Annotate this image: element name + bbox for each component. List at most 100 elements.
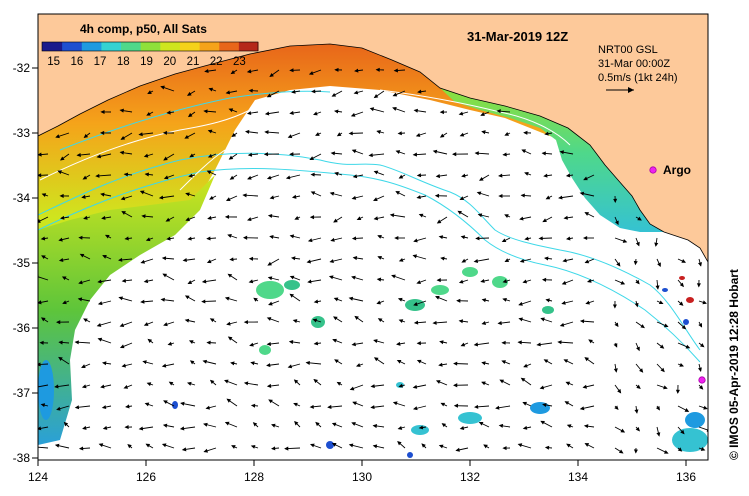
current-arrow-head xyxy=(438,235,444,240)
colorbar-swatch xyxy=(159,42,180,51)
colorbar-swatch xyxy=(81,42,102,51)
current-arrow-head xyxy=(78,280,83,285)
land-australia xyxy=(38,14,708,262)
current-arrow-head xyxy=(101,361,107,366)
current-arrow-head xyxy=(315,132,320,136)
lon-tick-label: 134 xyxy=(568,470,588,484)
current-arrow-head xyxy=(542,218,547,223)
current-arrow-head xyxy=(660,367,665,373)
current-arrow-head xyxy=(614,322,619,328)
current-arrow-head xyxy=(633,449,638,454)
current-arrow-head xyxy=(563,215,568,220)
current-arrow-head xyxy=(473,259,479,264)
current-arrow-head xyxy=(267,261,272,266)
current-arrow-head xyxy=(457,210,462,215)
current-arrow-head xyxy=(287,134,293,139)
current-arrow-head xyxy=(167,341,173,346)
current-arrow-head xyxy=(60,156,65,161)
current-arrow-head xyxy=(207,215,212,220)
current-arrow-head xyxy=(147,338,153,343)
current-arrow-head xyxy=(459,132,465,137)
current-arrow-head xyxy=(252,422,258,427)
current-arrow-head xyxy=(460,235,466,240)
current-arrow-head xyxy=(168,381,174,386)
current-arrow-head xyxy=(264,130,269,135)
current-arrow-head xyxy=(269,72,274,78)
current-arrow-head xyxy=(246,111,252,116)
current-arrow-head xyxy=(98,443,104,448)
current-arrow-head xyxy=(502,152,507,157)
current-arrow-head xyxy=(481,298,487,303)
current-arrow-head xyxy=(227,336,233,341)
current-arrow-head xyxy=(201,299,206,304)
current-arrow-head xyxy=(455,447,460,452)
lat-tick-label: -34 xyxy=(13,191,31,205)
current-arrow-head xyxy=(396,341,401,346)
current-arrow-head xyxy=(558,195,563,200)
current-arrow-head xyxy=(284,446,289,451)
current-arrow-head xyxy=(162,130,167,135)
current-arrow-head xyxy=(354,315,359,320)
current-arrow-head xyxy=(306,259,312,264)
lon-tick-label: 128 xyxy=(244,470,264,484)
current-arrow-head xyxy=(416,195,421,200)
current-arrow-head xyxy=(441,423,447,428)
current-arrow-head xyxy=(327,404,332,409)
current-arrow-head xyxy=(162,423,168,428)
current-arrow-head xyxy=(412,406,418,411)
current-arrow-head xyxy=(288,340,294,345)
current-arrow-head xyxy=(504,132,510,136)
current-arrow-head xyxy=(522,279,528,284)
current-arrow-head xyxy=(517,340,522,345)
current-arrow-head xyxy=(656,432,661,437)
current-arrow-head xyxy=(517,443,523,448)
current-arrow-head xyxy=(617,388,622,394)
current-arrow-head xyxy=(348,131,353,136)
current-arrow-head xyxy=(143,279,149,284)
current-arrow-head xyxy=(349,386,355,391)
current-arrow-head xyxy=(140,259,146,264)
current-arrow-head xyxy=(81,384,87,389)
current-arrow-head xyxy=(294,216,300,220)
current-arrow-head xyxy=(439,133,445,138)
current-arrow-head xyxy=(524,236,529,241)
current-arrow-head xyxy=(250,445,256,449)
current-arrow-head xyxy=(480,112,485,116)
current-arrow-head xyxy=(703,405,708,410)
current-arrow-head xyxy=(331,443,337,447)
current-arrow-head xyxy=(55,134,60,139)
current-arrow-head xyxy=(659,344,665,349)
current-arrow-head xyxy=(285,175,291,180)
current-arrow-head xyxy=(435,174,441,179)
current-arrow-head xyxy=(398,257,404,262)
current-arrow-head xyxy=(127,444,132,449)
current-arrow-head xyxy=(143,322,149,326)
current-arrow-head xyxy=(79,253,85,258)
current-arrow-head xyxy=(331,92,337,97)
current-arrow-head xyxy=(76,152,81,157)
current-arrow-head xyxy=(307,238,313,243)
current-arrow-head xyxy=(348,296,354,301)
current-arrow-head xyxy=(56,406,61,411)
current-arrow-head xyxy=(483,444,488,449)
colorbar-swatch xyxy=(140,42,161,51)
current-arrow-head xyxy=(620,280,626,285)
lon-tick-label: 124 xyxy=(28,470,48,484)
current-arrow-head xyxy=(655,405,660,411)
current-arrow-head xyxy=(289,234,295,239)
current-arrow-head xyxy=(330,151,336,156)
credit-text: © IMOS 05-Apr-2019 12:28 Hobart xyxy=(727,269,741,460)
current-arrow-head xyxy=(640,324,645,329)
argo-marker-2 xyxy=(698,376,706,384)
colorbar-swatch xyxy=(42,42,63,51)
current-arrow-head xyxy=(565,236,571,241)
current-arrow-head xyxy=(118,296,124,301)
current-arrow-head xyxy=(586,278,592,283)
current-arrow-head xyxy=(146,111,151,116)
current-arrow-head xyxy=(478,422,484,426)
current-arrow-head xyxy=(438,444,444,449)
current-arrow-head xyxy=(184,295,190,300)
lon-tick-label: 136 xyxy=(676,470,696,484)
current-arrow-head xyxy=(83,133,89,139)
current-arrow-head xyxy=(140,299,145,304)
